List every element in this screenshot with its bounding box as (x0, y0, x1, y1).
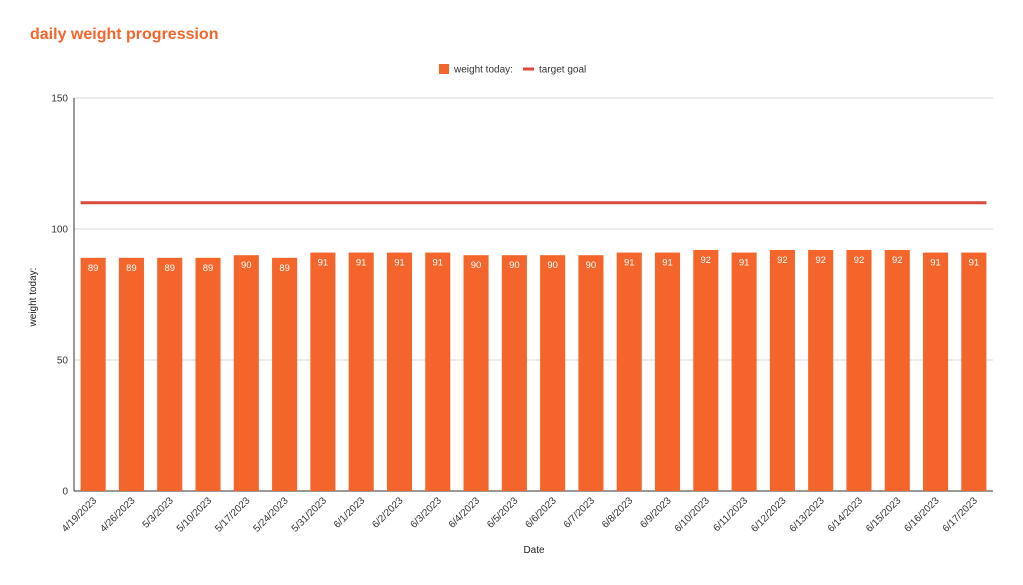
bar-value-label: 90 (241, 260, 252, 271)
x-axis-ticks: 4/19/2023 4/26/2023 5/3/2023 5/10/2023 5/17/… (60, 495, 980, 535)
bar-value-label: 90 (471, 260, 482, 271)
x-tick-label: 6/15/2023 (864, 495, 904, 535)
bar-value-label: 91 (624, 258, 635, 269)
x-tick-label: 6/1/2023 (332, 495, 368, 531)
bar (80, 257, 106, 491)
bar (654, 252, 681, 491)
x-tick-label: 5/17/2023 (213, 495, 253, 535)
bar (961, 252, 987, 491)
bar-value-label: 91 (930, 258, 941, 269)
bar (272, 257, 298, 491)
x-tick-label: 4/19/2023 (60, 495, 100, 535)
bar-value-label: 91 (969, 258, 980, 269)
bar (731, 252, 757, 491)
y-tick-label: 0 (62, 487, 68, 498)
bar-value-label: 89 (88, 263, 99, 274)
x-tick-label: 6/8/2023 (600, 495, 636, 531)
bar-value-label: 90 (509, 260, 520, 271)
bar (233, 255, 259, 491)
x-tick-label: 6/7/2023 (562, 495, 598, 531)
x-tick-label: 4/26/2023 (98, 495, 138, 535)
x-tick-label: 6/9/2023 (638, 495, 674, 531)
bar-value-label: 90 (586, 260, 597, 271)
x-tick-label: 6/4/2023 (447, 495, 483, 531)
x-tick-label: 6/17/2023 (941, 495, 981, 535)
bar (310, 252, 336, 491)
bar-value-label: 91 (356, 258, 367, 269)
bar-value-label: 91 (394, 258, 405, 269)
x-tick-label: 5/3/2023 (141, 495, 177, 531)
x-tick-label: 6/14/2023 (826, 495, 866, 535)
y-axis-ticks: 0 50 100 150 (51, 94, 68, 498)
x-tick-label: 6/11/2023 (712, 495, 751, 534)
bar-value-label: 89 (279, 263, 290, 274)
x-tick-label: 5/31/2023 (290, 495, 330, 535)
x-tick-label: 6/6/2023 (523, 495, 559, 531)
bar-value-label: 89 (126, 263, 137, 274)
bar (808, 249, 834, 491)
bar (195, 257, 221, 491)
x-tick-label: 6/2/2023 (370, 495, 406, 531)
bar (348, 252, 374, 491)
bar (157, 257, 183, 491)
legend-label-target: target goal (539, 65, 586, 76)
bar-value-label: 89 (164, 263, 175, 274)
x-tick-label: 5/10/2023 (175, 495, 215, 535)
x-tick-label: 5/24/2023 (251, 495, 291, 535)
legend-label-weight: weight today: (453, 65, 513, 76)
bar-value-label: 92 (892, 255, 903, 266)
bar (693, 249, 719, 491)
gridlines (73, 97, 993, 492)
y-axis-label: weight today: (28, 268, 39, 328)
y-tick-label: 100 (51, 225, 68, 236)
bar-value-label: 91 (318, 258, 329, 269)
x-axis-label: Date (523, 545, 545, 556)
bar (616, 252, 642, 491)
bar-value-label: 89 (203, 263, 214, 274)
bar (923, 252, 949, 491)
bar (386, 252, 413, 491)
legend: weight today: target goal (439, 64, 586, 76)
bar-value-label: 90 (547, 260, 558, 271)
bar-value-label: 91 (739, 258, 750, 269)
bar (425, 252, 451, 491)
bar (884, 249, 910, 491)
bar (846, 249, 872, 491)
bar-value-label: 92 (854, 255, 865, 266)
bar (501, 255, 527, 491)
bar (463, 255, 489, 491)
x-tick-label: 6/16/2023 (902, 495, 942, 535)
bar-value-label: 91 (662, 258, 673, 269)
y-tick-label: 150 (51, 94, 68, 105)
bar (769, 249, 795, 491)
x-tick-label: 6/12/2023 (749, 495, 789, 535)
x-tick-label: 6/13/2023 (788, 495, 828, 535)
bar (540, 255, 566, 491)
legend-swatch-weight (439, 64, 449, 74)
chart-title: daily weight progression (30, 26, 219, 43)
bar (578, 255, 604, 491)
y-tick-label: 50 (57, 356, 69, 367)
bar-value-label: 91 (432, 258, 443, 269)
bar-value-label: 92 (777, 255, 788, 266)
bar-value-label: 92 (701, 255, 712, 266)
x-tick-label: 6/5/2023 (485, 495, 521, 531)
bars: 89 89 89 89 90 89 91 91 91 91 90 90 90 90 91 91 92 91 92 92… (80, 249, 987, 491)
bar-value-label: 92 (815, 255, 826, 266)
x-tick-label: 6/3/2023 (409, 495, 445, 531)
bar (118, 257, 144, 491)
x-tick-label: 6/10/2023 (673, 495, 713, 535)
